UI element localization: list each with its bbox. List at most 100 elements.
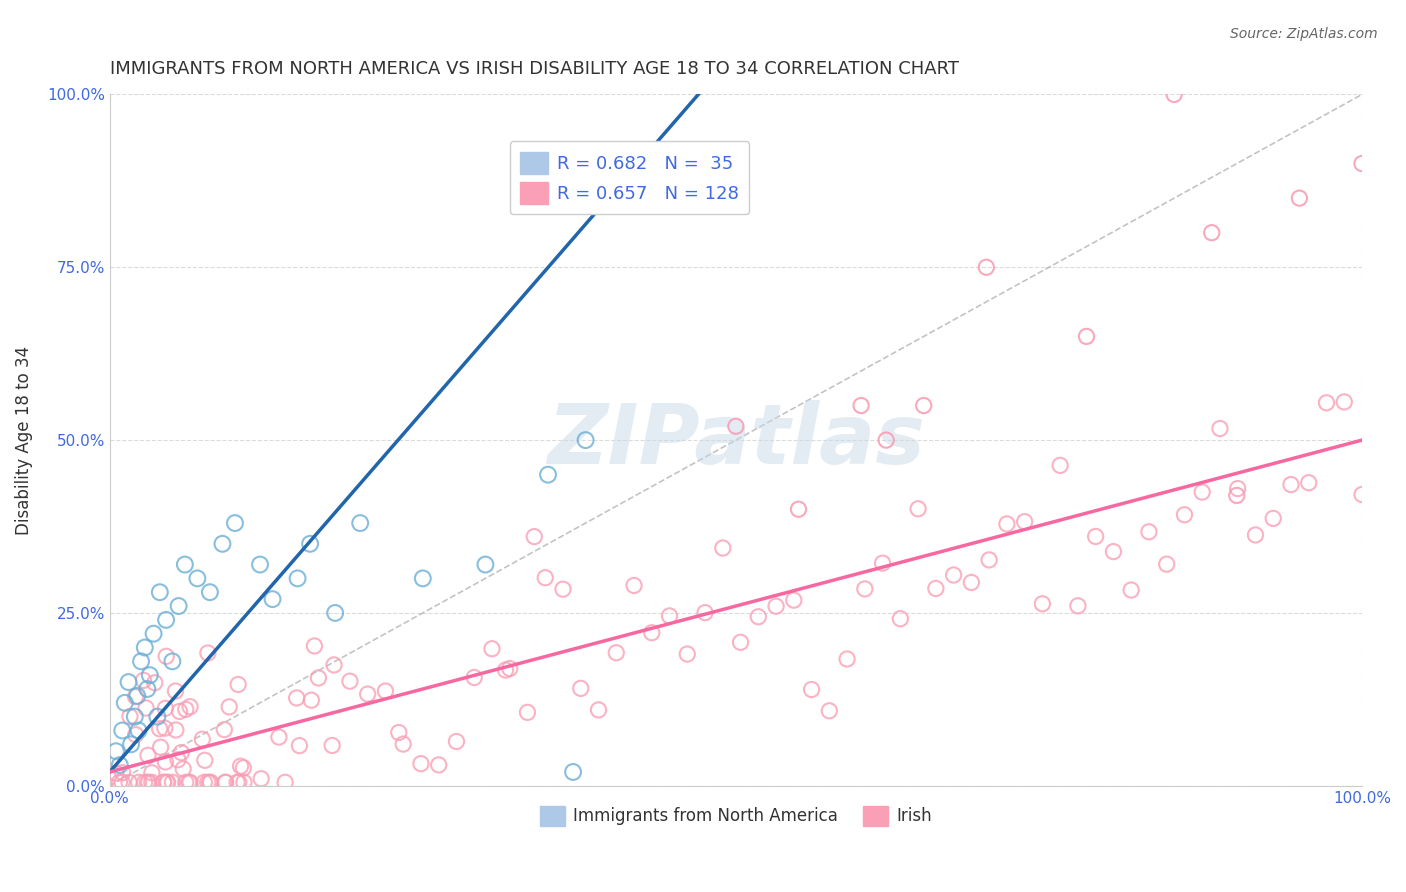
Point	[1156, 557, 1178, 571]
Point	[108, 775, 131, 789]
Point	[114, 696, 136, 710]
Point	[229, 759, 252, 773]
Y-axis label: Disability Age 18 to 34: Disability Age 18 to 34	[15, 345, 32, 534]
Point	[523, 530, 546, 544]
Point	[214, 775, 236, 789]
Point	[173, 558, 195, 572]
Point	[605, 646, 627, 660]
Point	[129, 654, 152, 668]
Point	[174, 775, 197, 789]
Point	[307, 671, 329, 685]
Point	[165, 723, 187, 737]
Point	[516, 706, 538, 720]
Point	[232, 761, 254, 775]
Point	[412, 571, 434, 585]
Point	[111, 775, 134, 789]
Point	[942, 568, 965, 582]
Point	[853, 582, 876, 596]
Point	[1315, 396, 1337, 410]
Point	[1031, 597, 1053, 611]
Point	[849, 399, 872, 413]
Point	[907, 501, 929, 516]
Point	[1067, 599, 1090, 613]
Point	[177, 775, 200, 789]
Point	[165, 684, 187, 698]
Point	[149, 585, 172, 599]
Point	[128, 775, 150, 789]
Point	[267, 730, 290, 744]
Point	[1333, 395, 1355, 409]
Point	[218, 699, 240, 714]
Point	[623, 578, 645, 592]
Point	[765, 599, 787, 614]
Point	[124, 690, 146, 704]
Point	[285, 690, 308, 705]
Point	[889, 612, 911, 626]
Point	[446, 734, 468, 748]
Point	[787, 502, 810, 516]
Point	[979, 553, 1001, 567]
Point	[562, 764, 585, 779]
Point	[249, 558, 271, 572]
Point	[1201, 226, 1223, 240]
Point	[155, 701, 177, 715]
Point	[875, 433, 897, 447]
Point	[1263, 511, 1285, 525]
Point	[117, 675, 139, 690]
Point	[262, 592, 284, 607]
Point	[551, 582, 574, 597]
Point	[198, 775, 221, 789]
Point	[374, 684, 396, 698]
Point	[730, 635, 752, 649]
Point	[676, 647, 699, 661]
Point	[299, 537, 322, 551]
Point	[174, 702, 197, 716]
Point	[228, 775, 250, 789]
Point	[169, 705, 191, 719]
Point	[641, 625, 664, 640]
Point	[214, 723, 236, 737]
Point	[142, 626, 165, 640]
Point	[111, 723, 134, 738]
Text: ZIPatlas: ZIPatlas	[547, 400, 925, 481]
Point	[127, 689, 149, 703]
Point	[534, 571, 557, 585]
Point	[960, 575, 983, 590]
Point	[1351, 487, 1374, 501]
Point	[124, 709, 146, 723]
Point	[495, 663, 517, 677]
Point	[128, 723, 150, 738]
Point	[132, 673, 155, 688]
Point	[1209, 421, 1232, 435]
Point	[191, 732, 214, 747]
Point	[357, 687, 380, 701]
Point	[194, 753, 217, 767]
Point	[288, 739, 311, 753]
Point	[162, 654, 184, 668]
Point	[156, 775, 179, 789]
Point	[1014, 515, 1036, 529]
Point	[818, 704, 841, 718]
Point	[134, 775, 156, 789]
Point	[912, 399, 935, 413]
Point	[872, 556, 894, 570]
Point	[976, 260, 998, 275]
Point	[537, 467, 560, 482]
Point	[197, 646, 219, 660]
Point	[105, 744, 128, 758]
Point	[409, 756, 432, 771]
Point	[1084, 529, 1107, 543]
Point	[1226, 488, 1249, 502]
Legend: Immigrants from North America, Irish: Immigrants from North America, Irish	[533, 799, 939, 833]
Point	[135, 701, 157, 715]
Point	[224, 516, 246, 530]
Point	[167, 599, 190, 613]
Point	[1102, 544, 1125, 558]
Point	[783, 593, 806, 607]
Point	[149, 722, 172, 736]
Point	[118, 775, 141, 789]
Point	[152, 775, 174, 789]
Text: IMMIGRANTS FROM NORTH AMERICA VS IRISH DISABILITY AGE 18 TO 34 CORRELATION CHART: IMMIGRANTS FROM NORTH AMERICA VS IRISH D…	[110, 60, 959, 78]
Point	[800, 682, 823, 697]
Point	[588, 703, 610, 717]
